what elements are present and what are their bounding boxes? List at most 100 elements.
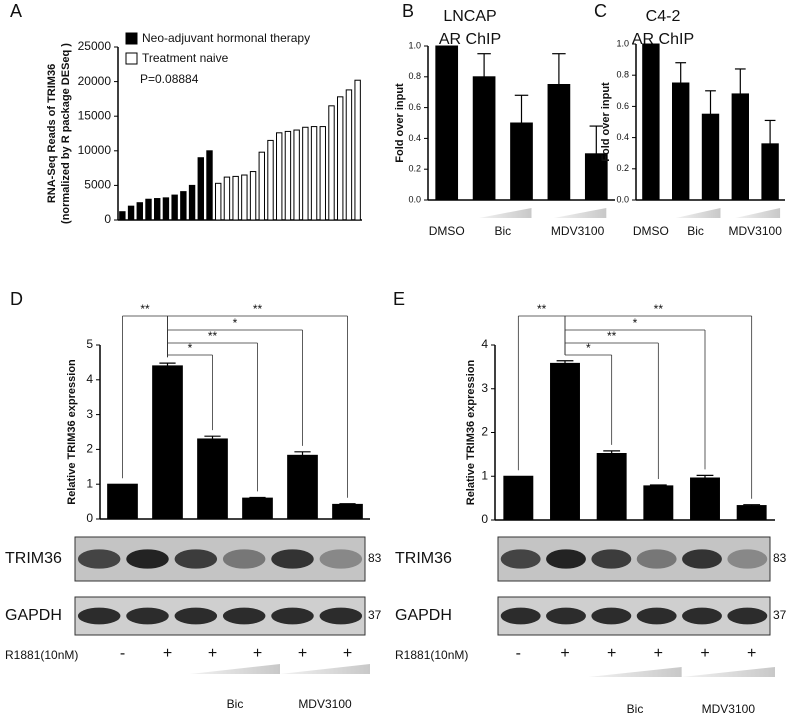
y-tick-label: 0.4 (616, 132, 629, 142)
y-axis-label: (normalized by R package DESeq ) (60, 43, 72, 224)
blot-band (500, 549, 541, 569)
y-tick-label: 1.0 (408, 40, 421, 50)
blot-band (271, 607, 314, 625)
bar (761, 143, 779, 201)
blot-band (636, 607, 677, 625)
significance-label: * (188, 341, 193, 355)
panel-label: C (594, 1, 607, 21)
y-tick-label: 4 (86, 372, 93, 386)
annotation: P=0.08884 (140, 72, 199, 86)
bar (510, 122, 533, 201)
y-tick-label: 1 (86, 476, 93, 490)
bar (145, 198, 152, 221)
bar (284, 130, 292, 221)
blot-band (682, 549, 722, 569)
bar (188, 184, 196, 221)
bar (154, 198, 161, 221)
blot-band (727, 607, 768, 625)
bar (643, 485, 674, 521)
x-group-label: Bic (687, 224, 704, 238)
treatment-sign: - (516, 645, 521, 662)
bar (672, 82, 690, 201)
blot-band (546, 607, 586, 625)
panel-label: B (402, 1, 414, 21)
y-tick-label: 0 (104, 212, 111, 226)
y-tick-label: 1.0 (616, 38, 629, 48)
dose-wedge (735, 208, 781, 218)
panel-label: D (10, 289, 23, 309)
blot-band (546, 549, 586, 569)
blot-band (174, 607, 218, 625)
treatment-sign: + (607, 645, 616, 662)
bar (223, 176, 231, 221)
bar (690, 477, 720, 521)
x-group-label: MDV3100 (551, 224, 605, 238)
blot-label: GAPDH (5, 607, 62, 624)
bar (302, 126, 309, 221)
y-tick-label: 0.4 (408, 133, 421, 143)
chart-title: LNCAP (443, 8, 496, 25)
blot-size: 83 (368, 551, 382, 565)
x-group-label: DMSO (633, 224, 669, 238)
bar (136, 202, 143, 221)
blot-band (727, 549, 768, 569)
y-tick-label: 2 (481, 425, 488, 439)
bar (547, 84, 571, 201)
dose-wedge (479, 208, 532, 218)
blot-band (77, 607, 121, 625)
legend-swatch (125, 52, 138, 65)
dose-wedge (675, 208, 721, 218)
bar (171, 194, 178, 221)
treatment-sign: + (700, 645, 709, 662)
chart-title: C4-2 (646, 8, 681, 25)
y-axis-label: RNA-Seq Reads of TRIM36 (46, 64, 58, 203)
bar (215, 182, 222, 221)
y-tick-label: 4 (481, 337, 488, 351)
bar (127, 205, 135, 221)
blot-size: 37 (773, 608, 787, 622)
treatment-sign: + (343, 645, 352, 662)
treatment-label: R1881(10nM) (5, 648, 78, 662)
panel-label: A (10, 1, 22, 21)
blot-band (500, 607, 541, 625)
significance-label: ** (654, 302, 664, 316)
y-tick-label: 0.0 (616, 194, 629, 204)
blot (497, 596, 771, 636)
blot-size: 37 (368, 608, 382, 622)
blot-band (222, 549, 266, 569)
blot-band (222, 607, 266, 625)
blot-band (77, 549, 121, 569)
treatment-sign: + (208, 645, 217, 662)
y-tick-label: 0 (481, 512, 488, 526)
bar (206, 150, 213, 221)
bar (642, 43, 660, 201)
x-group-label: MDV3100 (298, 697, 352, 711)
blot-band (319, 607, 363, 625)
treatment-sign: + (253, 645, 262, 662)
bar (287, 454, 318, 520)
bar (197, 157, 204, 221)
treatment-sign: - (120, 645, 125, 662)
significance-label: * (233, 316, 238, 330)
significance-label: ** (140, 302, 150, 316)
treatment-sign: + (163, 645, 172, 662)
legend-label: Neo-adjuvant hormonal therapy (142, 31, 310, 45)
dose-wedge (681, 667, 775, 677)
y-tick-label: 0.6 (616, 101, 629, 111)
blot (74, 596, 366, 636)
bar (310, 126, 318, 221)
y-tick-label: 5 (86, 337, 93, 351)
bar (550, 362, 580, 521)
bar (332, 503, 363, 520)
y-axis-label: Relative TRIM36 expression (66, 359, 78, 505)
bar (249, 171, 257, 221)
treatment-sign: + (298, 645, 307, 662)
y-tick-label: 1 (481, 468, 488, 482)
blot-band (591, 607, 632, 625)
blot-band (591, 549, 632, 569)
significance-label: ** (537, 302, 547, 316)
bar (731, 93, 749, 201)
y-tick-label: 0.8 (408, 71, 421, 81)
blot-band (126, 607, 169, 625)
